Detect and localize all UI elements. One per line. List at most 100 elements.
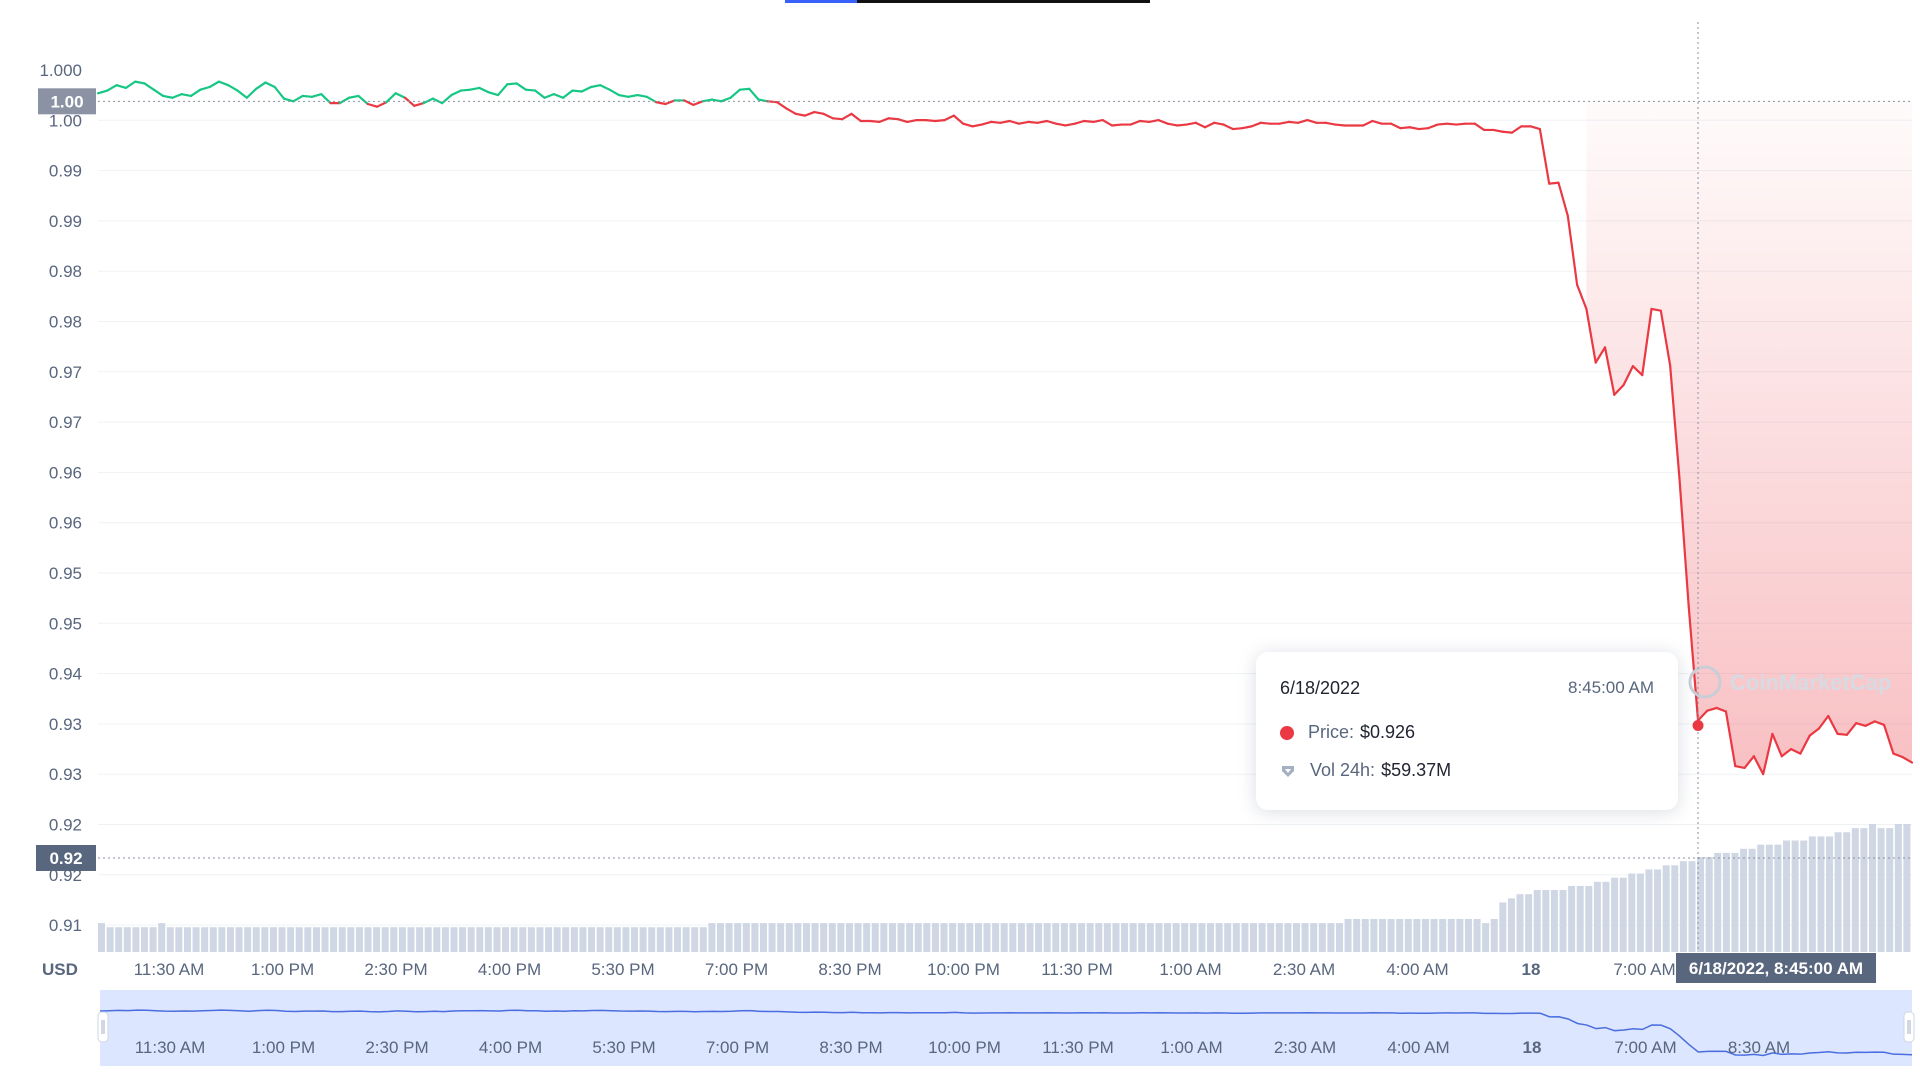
price-segment: [1687, 605, 1700, 722]
volume-bars: [98, 824, 1911, 952]
price-segment: [515, 82, 528, 91]
volume-bar: [1834, 832, 1842, 952]
volume-bar: [476, 927, 484, 952]
volume-bar: [441, 927, 449, 952]
volume-bar: [158, 923, 166, 952]
price-segment: [1324, 121, 1337, 126]
area-fill-path: [1586, 101, 1912, 775]
price-segment: [608, 88, 621, 97]
tab-active-indicator[interactable]: [785, 0, 857, 3]
volume-bar: [1903, 824, 1911, 952]
price-segment: [1817, 714, 1830, 730]
volume-bar: [1310, 923, 1318, 952]
price-area-fill: [1586, 101, 1912, 775]
navigator-tick-label: 5:30 PM: [592, 1038, 655, 1057]
volume-bar: [1155, 923, 1163, 952]
volume-bar: [579, 927, 587, 952]
volume-bar: [1473, 918, 1481, 952]
navigator-tick-label: 2:30 AM: [1274, 1038, 1336, 1057]
volume-bar: [699, 927, 707, 952]
volume-bar: [493, 927, 501, 952]
price-segment: [1845, 722, 1858, 736]
price-segment: [431, 97, 444, 105]
price-segment: [720, 96, 732, 103]
navigator-tick-label: 11:30 AM: [135, 1038, 206, 1057]
price-segment: [1901, 756, 1914, 764]
volume-bar: [536, 927, 544, 952]
price-segment: [1557, 181, 1569, 217]
price-segment: [1864, 720, 1876, 727]
volume-bar: [467, 927, 475, 952]
volume-bar: [1138, 923, 1146, 952]
navigator-line: [99, 1009, 1913, 1057]
price-segment: [775, 101, 788, 110]
volume-bar: [416, 927, 424, 952]
volume-bar: [553, 927, 561, 952]
y-tick-label: 0.96: [49, 514, 82, 533]
volume-bar: [1576, 885, 1584, 952]
y-tick-label: 0.99: [49, 212, 82, 231]
volume-bar: [1232, 923, 1240, 952]
volume-bar: [1043, 923, 1051, 952]
price-segment: [385, 92, 397, 104]
volume-bar: [751, 923, 759, 952]
volume-bar: [106, 927, 114, 952]
price-segment: [757, 98, 769, 103]
volume-bar: [424, 927, 432, 952]
volume-bar: [1705, 857, 1713, 952]
volume-bar: [888, 923, 896, 952]
volume-bar: [1121, 923, 1129, 952]
volume-bar: [897, 923, 905, 952]
y-tick-label: 0.98: [49, 313, 82, 332]
price-segment: [1455, 122, 1467, 126]
price-segment: [143, 82, 155, 91]
price-segment: [962, 122, 974, 128]
volume-bar: [312, 927, 320, 952]
price-segment: [441, 93, 453, 105]
volume-bar: [1293, 923, 1301, 952]
price-segment: [580, 85, 593, 93]
tooltip-price-key: Price:: [1308, 722, 1355, 742]
navigator-handle[interactable]: [1903, 1011, 1915, 1043]
price-segment: [1706, 706, 1718, 712]
price-segment: [1836, 732, 1848, 736]
y-tick-label: 0.96: [49, 463, 82, 482]
volume-bar: [845, 923, 853, 952]
price-segment: [124, 80, 137, 89]
tooltip-volume-row: Vol 24h: $59.37M: [1280, 760, 1451, 781]
price-segment: [301, 94, 314, 98]
price-segment: [924, 119, 937, 123]
volume-bar: [914, 923, 922, 952]
volume-bar: [1714, 852, 1722, 952]
price-segment: [729, 88, 741, 99]
y-tick-label: 0.92: [49, 816, 82, 835]
price-segment: [1166, 122, 1179, 127]
price-segment: [803, 110, 816, 117]
price-segment: [1417, 127, 1430, 131]
price-segment: [1185, 121, 1197, 126]
volume-bar: [1035, 923, 1043, 952]
volume-bar: [1086, 923, 1094, 952]
navigator-handle[interactable]: [97, 1011, 109, 1043]
price-segment: [1734, 765, 1746, 769]
price-segment: [255, 81, 267, 90]
x-tick-label: 7:00 PM: [705, 960, 768, 979]
volume-bar: [871, 923, 879, 952]
volume-bar: [1869, 824, 1877, 952]
price-segment: [1613, 383, 1625, 396]
volume-bar: [304, 927, 312, 952]
price-segment: [96, 89, 109, 95]
navigator-background: [100, 990, 1912, 1066]
navigator[interactable]: 11:30 AM 1:00 PM 2:30 PM 4:00 PM 5:30 PM 7:00…: [97, 990, 1915, 1066]
volume-bar: [613, 927, 621, 952]
price-segment: [506, 82, 518, 86]
volume-bar: [734, 923, 742, 952]
navigator-tick-label: 4:00 PM: [479, 1038, 542, 1057]
price-segment: [980, 120, 993, 126]
tooltip-price-value: $0.926: [1360, 722, 1416, 742]
volume-bar: [1464, 918, 1472, 952]
volume-bar: [1456, 918, 1464, 952]
volume-bar: [1301, 923, 1309, 952]
price-segment: [357, 94, 369, 106]
